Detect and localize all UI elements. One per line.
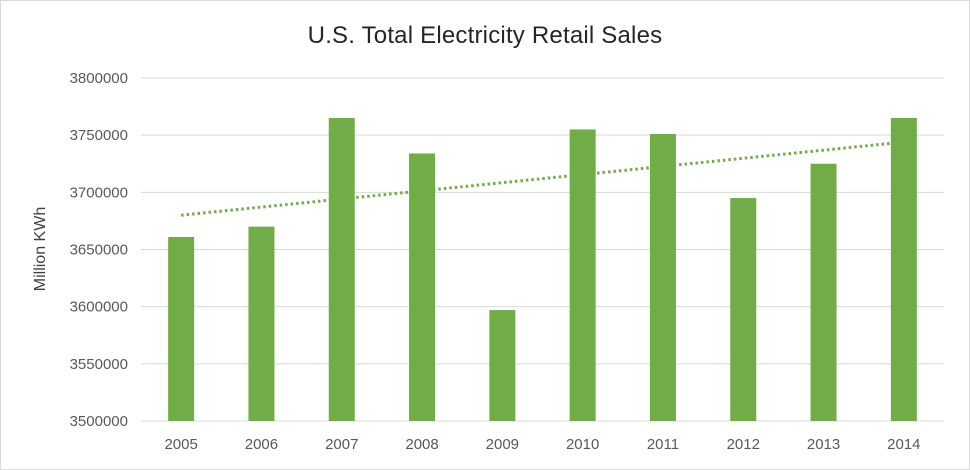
y-tick-label: 3750000	[70, 127, 128, 144]
bar-2006	[248, 226, 275, 421]
x-tick-label: 2011	[647, 436, 679, 453]
x-tick-label: 2009	[486, 436, 519, 453]
x-tick-label: 2012	[727, 436, 760, 453]
bar-2013	[810, 163, 837, 421]
x-tick-label: 2013	[807, 436, 840, 453]
bar-2010	[569, 129, 596, 421]
y-tick-label: 3650000	[70, 242, 128, 259]
bar-2011	[649, 134, 676, 422]
bar-2009	[489, 310, 516, 421]
x-tick-label: 2007	[325, 436, 358, 453]
x-tick-label: 2006	[245, 436, 278, 453]
bar-series	[168, 118, 917, 422]
x-tick-label: 2005	[164, 436, 197, 453]
x-tick-label: 2010	[566, 436, 599, 453]
y-tick-label: 3500000	[70, 413, 128, 430]
bar-2007	[328, 118, 355, 422]
chart-title: U.S. Total Electricity Retail Sales	[307, 22, 663, 49]
x-axis-ticks: 2005 2006 2007 2008 2009 2010 2011 2012 2013 2014	[164, 436, 920, 453]
y-tick-label: 3600000	[70, 299, 128, 316]
bar-2012	[730, 198, 757, 421]
bar-2014	[890, 118, 917, 422]
y-axis-ticks: 3500000 3550000 3600000 3650000 3700000 37500…	[70, 70, 128, 430]
x-tick-label: 2014	[887, 436, 920, 453]
trendline-path	[180, 140, 905, 217]
trendline	[180, 140, 905, 217]
y-tick-label: 3700000	[70, 184, 128, 201]
y-tick-label: 3800000	[70, 70, 128, 87]
bar-2008	[409, 153, 436, 421]
y-tick-label: 3550000	[70, 356, 128, 373]
grid-lines	[141, 77, 944, 422]
bar-2005	[168, 236, 195, 421]
x-tick-label: 2008	[405, 436, 438, 453]
